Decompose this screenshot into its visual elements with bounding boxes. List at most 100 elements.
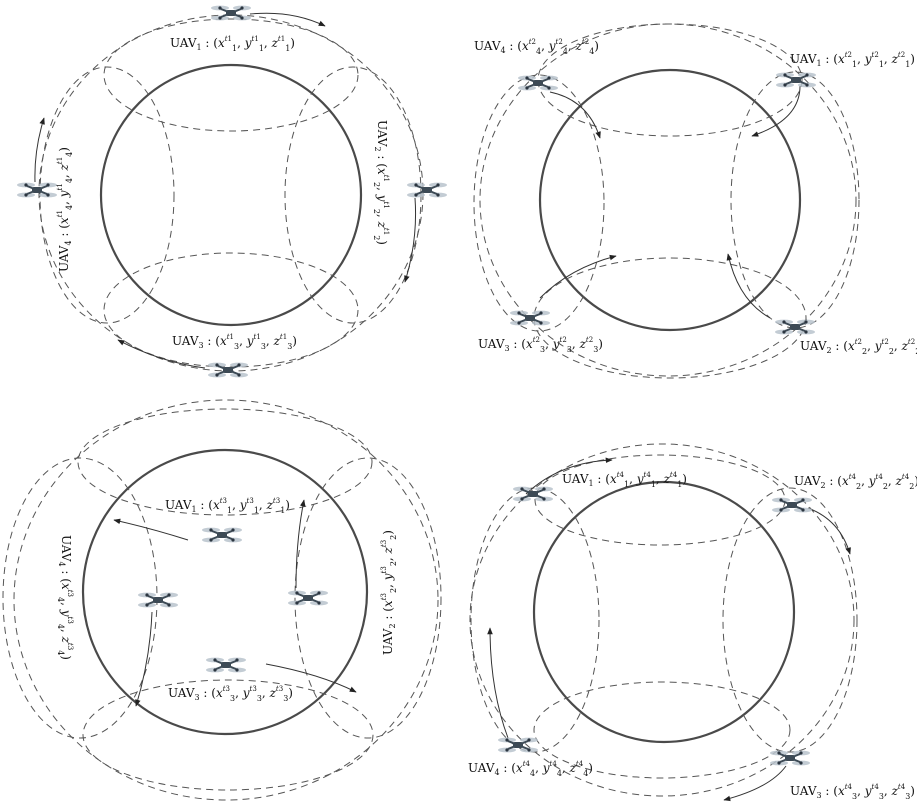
coord-time-index: 1 (283, 333, 287, 341)
trajectory-arrow-uav4 (487, 627, 509, 739)
uav-index: 4 (64, 240, 73, 245)
orbit-ellipse-bottom (533, 681, 791, 779)
separator: : ( (506, 39, 522, 53)
coord-time-index: 2 (901, 51, 905, 59)
coord-var: x (220, 334, 227, 348)
label-uav4-t2: UAV4 : (xt24, yt24, zt24) (474, 38, 599, 56)
coord-var: x (838, 52, 845, 66)
coord-time: t (560, 336, 563, 344)
label-uav2-t4: UAV2 : (xt42, yt42, zt42) (794, 473, 917, 491)
coord-var: y (244, 36, 252, 50)
coord-time-index: 1 (254, 35, 258, 43)
coord-index: 4 (56, 624, 65, 629)
uav-index: 2 (373, 146, 382, 151)
coord-var: y (375, 194, 389, 202)
uav-name: UAV (468, 761, 495, 775)
uav-name: UAV (59, 535, 73, 562)
coord-time: t (380, 597, 388, 600)
coord-index: 3 (540, 345, 545, 354)
coord-time-index: 3 (279, 685, 283, 693)
coord-time-index: 4 (673, 471, 678, 479)
coord-time-index: 3 (252, 685, 256, 693)
uav-index: 2 (826, 346, 831, 355)
coord-time-index: 2 (848, 51, 852, 59)
orbit-ellipse-bottom (533, 257, 807, 379)
outer-envelope (13, 399, 439, 801)
coord-time-index: 4 (852, 473, 857, 481)
coord-var: z (269, 686, 277, 700)
trajectory-arrow-uav3 (723, 765, 787, 802)
coord-time: t (582, 38, 585, 46)
coord-index: 4 (65, 152, 74, 157)
drone-uav4 (517, 74, 559, 92)
coord-time-index: 3 (380, 566, 388, 570)
coord-index: 2 (372, 235, 381, 240)
separator: ) (285, 498, 290, 512)
coord-index: 1 (651, 480, 656, 489)
coord-var: z (901, 339, 909, 353)
coord-time: t (556, 38, 559, 46)
coord-time: t (902, 473, 905, 481)
uav-name: UAV (168, 686, 195, 700)
uav-name: UAV (800, 339, 827, 353)
uav-name: UAV (381, 628, 395, 655)
coord-var: y (552, 337, 560, 351)
orbit-ellipse-bottom (103, 252, 359, 368)
coord-index: 1 (905, 60, 910, 69)
coord-time: t (220, 497, 223, 505)
coord-time: t (380, 544, 388, 547)
coord-index: 4 (563, 47, 568, 56)
coord-time: t (225, 35, 228, 43)
separator: , (857, 784, 865, 798)
coord-time-index: 4 (552, 760, 557, 768)
orbit-ellipse-top (537, 23, 803, 137)
separator: , (562, 761, 570, 775)
separator: , (375, 187, 389, 195)
separator: , (381, 580, 395, 588)
coord-time: t (252, 35, 255, 43)
coord-time: t (849, 473, 852, 481)
coord-time-index: 2 (874, 51, 878, 59)
coord-time: t (278, 35, 281, 43)
coord-time: t (845, 51, 848, 59)
drone-uav1 (210, 4, 252, 22)
coord-time: t (56, 161, 64, 164)
separator: : ( (200, 686, 216, 700)
coord-index: 2 (389, 561, 398, 566)
coord-time: t (533, 336, 536, 344)
coord-time-index: 1 (281, 35, 285, 43)
coord-index: 4 (56, 597, 65, 602)
coord-time-index: 4 (901, 783, 906, 791)
separator: , (264, 36, 272, 50)
orbit-ellipse-top (534, 454, 786, 546)
coord-index: 4 (56, 650, 65, 655)
coord-var: x (375, 168, 389, 175)
coord-time: t (56, 214, 64, 217)
coord-time: t (529, 38, 532, 46)
separator: ) (290, 36, 295, 50)
coord-time: t (898, 783, 901, 791)
coord-time: t (908, 338, 911, 346)
uav-index: 1 (196, 43, 201, 52)
separator: , (884, 52, 892, 66)
coord-time-index: 1 (382, 231, 390, 235)
central-circle (81, 448, 369, 736)
drone-uav4 (16, 181, 58, 199)
separator: , (857, 52, 865, 66)
coord-index: 2 (883, 482, 888, 491)
coord-var: y (548, 39, 556, 53)
separator: , (541, 39, 549, 53)
uav-index: 3 (816, 791, 821, 800)
coord-time-index: 2 (562, 336, 566, 344)
separator: , (861, 474, 869, 488)
coord-time-index: 2 (858, 338, 862, 346)
uav-name: UAV (57, 245, 71, 272)
coord-time: t (280, 333, 283, 341)
coord-time: t (550, 760, 553, 768)
coord-time-index: 1 (56, 183, 64, 187)
uav-index: 4 (500, 46, 505, 55)
coord-index: 4 (65, 205, 74, 210)
coord-var: z (569, 761, 577, 775)
coord-index: 3 (283, 694, 288, 703)
